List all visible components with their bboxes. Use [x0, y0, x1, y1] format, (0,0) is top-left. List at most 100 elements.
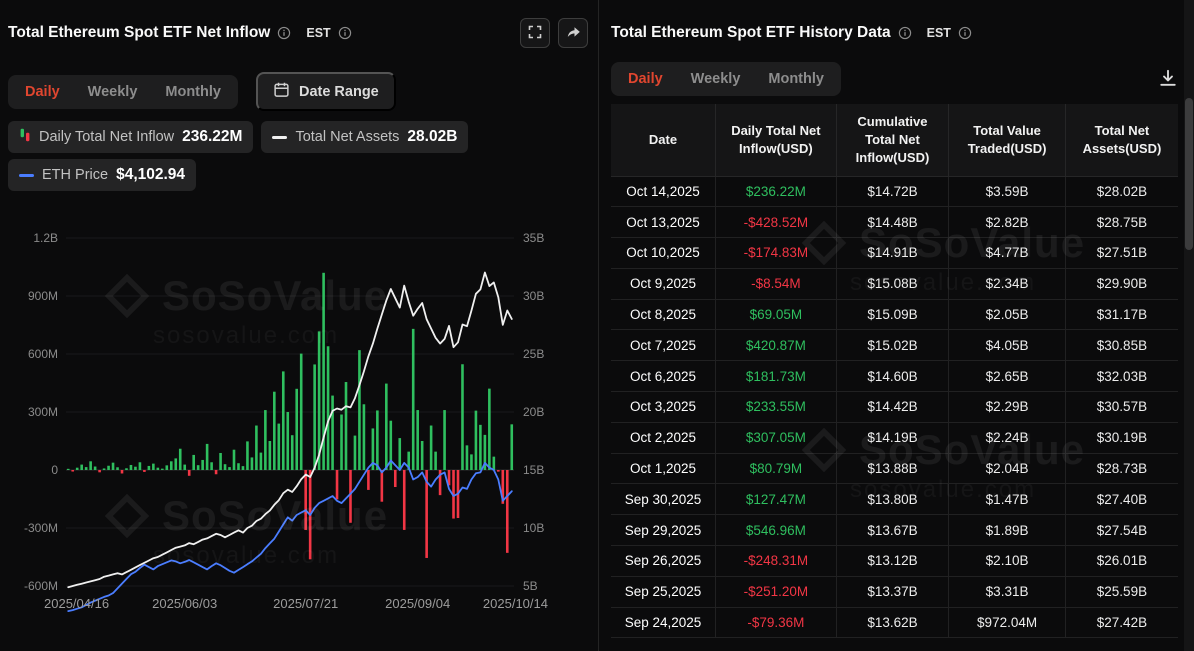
cell-net-assets: $28.02B: [1064, 175, 1178, 208]
col-header-date: Date: [611, 104, 717, 177]
cell-date: Sep 29,2025: [611, 514, 717, 547]
svg-text:1.2B: 1.2B: [33, 231, 58, 245]
cell-date: Oct 14,2025: [611, 175, 717, 208]
cell-net-assets: $30.57B: [1064, 391, 1178, 423]
cell-value-traded: $2.65B: [948, 360, 1066, 393]
tab-weekly[interactable]: Weekly: [87, 83, 138, 100]
download-icon: [1158, 68, 1178, 91]
info-icon[interactable]: [277, 26, 291, 40]
bar-series-icon: [19, 128, 31, 146]
date-range-button[interactable]: Date Range: [255, 72, 396, 111]
legend-label: Total Net Assets: [295, 129, 400, 145]
col-header-daily-inflow: Daily Total Net Inflow(USD): [715, 104, 837, 177]
cell-daily-inflow: $233.55M: [715, 391, 837, 423]
chart-actions: [520, 18, 588, 48]
cell-net-assets: $26.01B: [1064, 545, 1178, 577]
history-table-body: Oct 14,2025 $236.22M $14.72B $3.59B $28.02B O…: [611, 175, 1178, 639]
cell-net-assets: $27.54B: [1064, 514, 1178, 547]
cell-cumulative-inflow: $14.72B: [835, 175, 950, 208]
table-row: Sep 29,2025 $546.96M $13.67B $1.89B $27.54B: [611, 514, 1178, 547]
calendar-icon: [273, 81, 290, 102]
table-row: Oct 8,2025 $69.05M $15.09B $2.05B $31.17B: [611, 298, 1178, 331]
cell-date: Oct 6,2025: [611, 360, 717, 393]
left-controls: Daily Weekly Monthly Date Range: [8, 72, 588, 111]
svg-text:-600M: -600M: [24, 579, 58, 593]
timezone-label: EST: [926, 26, 951, 40]
cell-date: Sep 26,2025: [611, 545, 717, 577]
svg-text:15B: 15B: [523, 463, 544, 477]
cell-net-assets: $28.75B: [1064, 206, 1178, 239]
cell-value-traded: $2.24B: [948, 421, 1066, 454]
cell-cumulative-inflow: $14.42B: [835, 391, 950, 423]
info-icon[interactable]: [898, 26, 912, 40]
cell-daily-inflow: -$8.54M: [715, 267, 837, 300]
svg-text:10B: 10B: [523, 521, 544, 535]
legend-daily-inflow[interactable]: Daily Total Net Inflow 236.22M: [8, 121, 254, 153]
fullscreen-icon: [527, 24, 543, 43]
legend-row-1: Daily Total Net Inflow 236.22M Total Net…: [8, 121, 469, 153]
timezone-info-icon[interactable]: [958, 26, 972, 40]
cell-net-assets: $32.03B: [1064, 360, 1178, 393]
svg-text:30B: 30B: [523, 289, 544, 303]
table-row: Oct 13,2025 -$428.52M $14.48B $2.82B $28.75B: [611, 206, 1178, 239]
table-row: Oct 10,2025 -$174.83M $14.91B $4.77B $27.51B: [611, 237, 1178, 269]
date-range-label: Date Range: [298, 83, 379, 100]
cell-cumulative-inflow: $13.67B: [835, 514, 950, 547]
right-controls: Daily Weekly Monthly: [611, 62, 1178, 96]
cell-daily-inflow: $181.73M: [715, 360, 837, 393]
fullscreen-button[interactable]: [520, 18, 550, 48]
download-button[interactable]: [1158, 68, 1178, 91]
cell-net-assets: $30.85B: [1064, 329, 1178, 362]
cell-daily-inflow: -$428.52M: [715, 206, 837, 239]
svg-text:20B: 20B: [523, 405, 544, 419]
table-header-row: Date Daily Total Net Inflow(USD) Cumulat…: [611, 104, 1178, 177]
svg-text:900M: 900M: [28, 289, 58, 303]
legend-net-assets[interactable]: Total Net Assets 28.02B: [261, 121, 469, 153]
cell-date: Sep 24,2025: [611, 606, 717, 639]
legend-eth-price[interactable]: ETH Price $4,102.94: [8, 159, 197, 191]
timezone-info-icon[interactable]: [338, 26, 352, 40]
tab-daily[interactable]: Daily: [628, 71, 663, 87]
legend-value: 28.02B: [407, 128, 458, 145]
svg-text:35B: 35B: [523, 231, 544, 245]
cell-net-assets: $28.73B: [1064, 452, 1178, 485]
cell-net-assets: $29.90B: [1064, 267, 1178, 300]
svg-text:5B: 5B: [523, 579, 538, 593]
cell-cumulative-inflow: $13.12B: [835, 545, 950, 577]
tab-daily[interactable]: Daily: [25, 83, 60, 100]
cell-net-assets: $27.51B: [1064, 237, 1178, 269]
tab-monthly[interactable]: Monthly: [165, 83, 221, 100]
cell-date: Oct 3,2025: [611, 391, 717, 423]
table-row: Oct 6,2025 $181.73M $14.60B $2.65B $32.03B: [611, 360, 1178, 393]
col-header-value-traded: Total Value Traded(USD): [948, 104, 1066, 177]
cell-daily-inflow: $69.05M: [715, 298, 837, 331]
tab-weekly[interactable]: Weekly: [690, 71, 741, 87]
svg-text:2025/10/14: 2025/10/14: [483, 596, 548, 611]
assets-line-icon: [272, 135, 288, 139]
cell-daily-inflow: $420.87M: [715, 329, 837, 362]
share-button[interactable]: [558, 18, 588, 48]
cell-value-traded: $1.47B: [948, 483, 1066, 516]
svg-text:2025/07/21: 2025/07/21: [273, 596, 338, 611]
cell-cumulative-inflow: $15.02B: [835, 329, 950, 362]
cell-net-assets: $25.59B: [1064, 575, 1178, 608]
cell-cumulative-inflow: $15.08B: [835, 267, 950, 300]
col-header-net-assets: Total Net Assets(USD): [1064, 104, 1178, 177]
cell-daily-inflow: -$248.31M: [715, 545, 837, 577]
cell-value-traded: $1.89B: [948, 514, 1066, 547]
cell-value-traded: $2.04B: [948, 452, 1066, 485]
cell-daily-inflow: $307.05M: [715, 421, 837, 454]
cell-date: Oct 2,2025: [611, 421, 717, 454]
cell-cumulative-inflow: $14.19B: [835, 421, 950, 454]
svg-text:2025/09/04: 2025/09/04: [385, 596, 450, 611]
cell-daily-inflow: -$251.20M: [715, 575, 837, 608]
scrollbar-thumb[interactable]: [1185, 98, 1193, 250]
page-scrollbar[interactable]: [1184, 0, 1194, 651]
inflow-chart[interactable]: 1.2B 900M 600M 300M 0 -300M -600M 35B 30B 25B 20B 1…: [8, 214, 588, 619]
table-row: Oct 2,2025 $307.05M $14.19B $2.24B $30.19B: [611, 421, 1178, 454]
table-row: Sep 25,2025 -$251.20M $13.37B $3.31B $25.59B: [611, 575, 1178, 608]
legend-value: 236.22M: [182, 128, 243, 145]
tab-monthly[interactable]: Monthly: [768, 71, 824, 87]
history-table: Date Daily Total Net Inflow(USD) Cumulat…: [611, 104, 1178, 639]
table-row: Sep 24,2025 -$79.36M $13.62B $972.04M $27.42…: [611, 606, 1178, 639]
